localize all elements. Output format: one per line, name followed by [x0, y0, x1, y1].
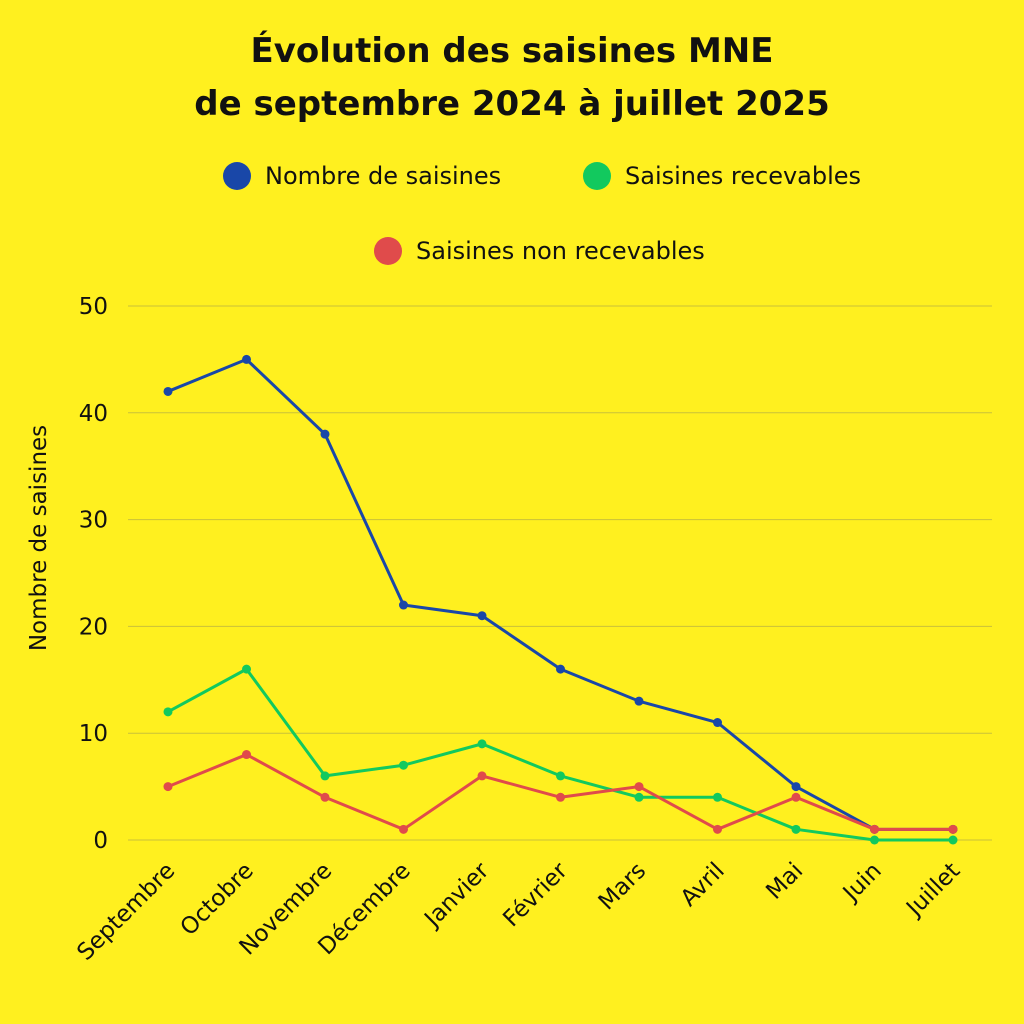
- legend-label-nombre-de-saisines: Nombre de saisines: [265, 162, 501, 190]
- gridlines: [128, 305, 992, 841]
- data-point-saisines-recevables-janvier: [477, 739, 487, 749]
- legend-label-saisines-recevables: Saisines recevables: [625, 162, 861, 190]
- y-tick-label-40: 40: [79, 401, 108, 427]
- data-point-nombre-de-saisines-avril: [713, 718, 722, 728]
- data-point-nombre-de-saisines-octobre: [242, 354, 251, 364]
- data-point-saisines-recevables-mars: [634, 792, 644, 802]
- chart-title: Évolution des saisines MNE de septembre …: [194, 30, 829, 124]
- data-point-saisines-non-recevables-septembre: [163, 782, 173, 792]
- x-tick-label-avril: Avril: [676, 858, 730, 912]
- data-point-saisines-recevables-decembre: [399, 760, 408, 770]
- legend-marker-saisines-recevables: [583, 162, 611, 190]
- legend-marker-nombre-de-saisines: [223, 162, 251, 190]
- y-tick-label-20: 20: [79, 614, 108, 640]
- data-point-saisines-recevables-fevrier: [556, 771, 565, 781]
- data-point-saisines-recevables-juin: [870, 835, 879, 845]
- data-point-saisines-non-recevables-decembre: [399, 824, 408, 834]
- series-line-saisines-non-recevables: [166, 753, 955, 831]
- data-point-saisines-recevables-mai: [791, 824, 801, 834]
- y-axis-label: Nombre de saisines: [26, 425, 52, 651]
- y-tick-label-10: 10: [79, 721, 108, 747]
- x-tick-label-juillet: Juillet: [900, 858, 965, 923]
- series-lines: [163, 354, 958, 845]
- series-line-nombre-de-saisines: [166, 357, 955, 831]
- legend-marker-saisines-non-recevables: [374, 237, 402, 265]
- series-saisines-recevables: [163, 664, 958, 845]
- y-tick-label-50: 50: [79, 294, 108, 320]
- data-point-saisines-recevables-septembre: [163, 707, 173, 717]
- data-point-nombre-de-saisines-mai: [791, 782, 801, 792]
- x-tick-label-mars: Mars: [594, 858, 652, 916]
- x-tick-label-septembre: Septembre: [72, 858, 180, 966]
- series-saisines-non-recevables: [163, 750, 958, 834]
- data-point-saisines-non-recevables-fevrier: [556, 792, 565, 802]
- legend-item-saisines-recevables: Saisines recevables: [583, 162, 861, 190]
- data-point-saisines-recevables-juillet: [948, 835, 958, 845]
- x-tick-label-fevrier: Février: [498, 857, 573, 932]
- y-tick-label-0: 0: [93, 828, 108, 854]
- x-tick-label-janvier: Janvier: [419, 857, 495, 933]
- data-point-saisines-non-recevables-juin: [870, 824, 879, 834]
- data-point-saisines-recevables-octobre: [242, 664, 251, 674]
- y-tick-label-30: 30: [79, 508, 108, 534]
- data-point-saisines-non-recevables-juillet: [948, 824, 958, 834]
- x-tick-label-juin: Juin: [837, 858, 887, 908]
- legend-item-saisines-non-recevables: Saisines non recevables: [374, 237, 705, 265]
- data-point-saisines-non-recevables-novembre: [320, 792, 330, 802]
- chart-title-line-2: de septembre 2024 à juillet 2025: [194, 84, 829, 124]
- data-point-saisines-non-recevables-octobre: [242, 750, 251, 760]
- data-point-saisines-non-recevables-avril: [713, 824, 722, 834]
- data-point-saisines-recevables-novembre: [320, 771, 330, 781]
- data-point-nombre-de-saisines-fevrier: [556, 664, 565, 674]
- chart-legend: Nombre de saisines Saisines recevables S…: [223, 162, 861, 265]
- x-tick-label-mai: Mai: [761, 858, 808, 905]
- chart-title-line-1: Évolution des saisines MNE: [251, 30, 774, 71]
- y-axis-ticks: 0 10 20 30 40 50: [79, 294, 108, 854]
- data-point-saisines-non-recevables-janvier: [477, 771, 487, 781]
- data-point-nombre-de-saisines-septembre: [163, 386, 173, 396]
- data-point-saisines-non-recevables-mai: [791, 792, 801, 802]
- data-point-nombre-de-saisines-novembre: [320, 429, 330, 439]
- data-point-saisines-non-recevables-mars: [634, 782, 644, 792]
- data-point-nombre-de-saisines-mars: [634, 696, 644, 706]
- legend-label-saisines-non-recevables: Saisines non recevables: [416, 237, 705, 265]
- x-tick-label-octobre: Octobre: [176, 858, 259, 941]
- data-point-saisines-recevables-avril: [713, 792, 722, 802]
- series-nombre-de-saisines: [163, 354, 958, 834]
- data-point-nombre-de-saisines-janvier: [477, 611, 487, 621]
- data-point-nombre-de-saisines-decembre: [399, 600, 408, 610]
- legend-item-nombre-de-saisines: Nombre de saisines: [223, 162, 501, 190]
